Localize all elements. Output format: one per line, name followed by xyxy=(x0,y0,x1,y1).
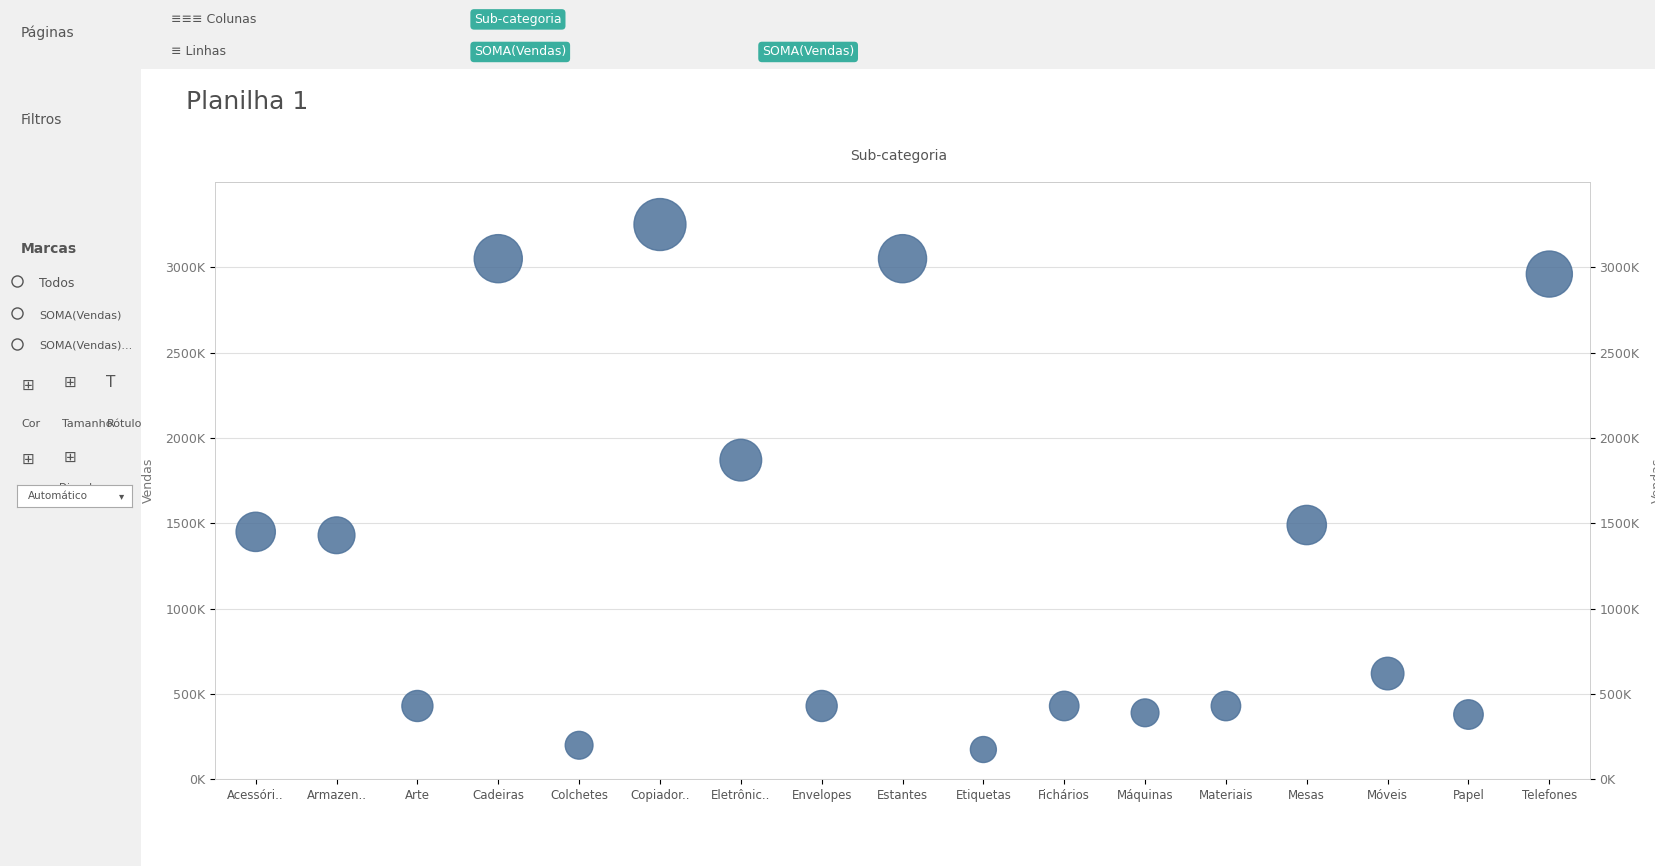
Point xyxy=(566,739,592,753)
Text: Sub-categoria: Sub-categoria xyxy=(849,149,947,163)
Text: ⊞: ⊞ xyxy=(63,449,76,465)
Text: ▾: ▾ xyxy=(119,491,124,501)
Text: SOMA(Vendas): SOMA(Vendas) xyxy=(473,45,566,59)
Text: SOMA(Vendas)...: SOMA(Vendas)... xyxy=(40,340,132,351)
Text: Dica de
ferram.: Dica de ferram. xyxy=(60,483,98,504)
Point xyxy=(1374,667,1400,681)
Text: Todos: Todos xyxy=(40,276,74,290)
Text: Sub-categoria: Sub-categoria xyxy=(473,13,561,26)
Text: Planilha 1: Planilha 1 xyxy=(185,90,308,113)
Point xyxy=(242,525,268,539)
Text: SOMA(Vendas): SOMA(Vendas) xyxy=(761,45,854,59)
Y-axis label: Vendas: Vendas xyxy=(1650,458,1655,503)
Point xyxy=(808,699,834,713)
Y-axis label: Vendas: Vendas xyxy=(141,458,154,503)
Point xyxy=(1130,706,1157,720)
Text: ≡≡≡ Colunas: ≡≡≡ Colunas xyxy=(170,13,257,26)
Point xyxy=(970,742,996,757)
Point xyxy=(1293,518,1319,532)
Point xyxy=(727,453,753,467)
Text: ≡ Linhas: ≡ Linhas xyxy=(170,45,227,59)
Text: SOMA(Vendas): SOMA(Vendas) xyxy=(40,310,122,320)
Point xyxy=(1455,708,1481,721)
Point xyxy=(889,252,915,266)
Text: T: T xyxy=(106,375,114,391)
Point xyxy=(1211,699,1238,713)
Text: Cor: Cor xyxy=(22,419,40,430)
Point xyxy=(1051,699,1077,713)
Text: Marcas: Marcas xyxy=(22,242,78,256)
Text: Automático: Automático xyxy=(28,491,88,501)
Text: Detalhe: Detalhe xyxy=(22,488,65,499)
Point xyxy=(323,528,349,542)
Text: Filtros: Filtros xyxy=(22,113,63,126)
Text: ⊞: ⊞ xyxy=(63,375,76,391)
Point xyxy=(485,252,511,266)
Text: ⊞: ⊞ xyxy=(22,451,33,467)
Point xyxy=(647,217,674,231)
Point xyxy=(1536,267,1562,281)
Text: Rótulo: Rótulo xyxy=(108,419,142,430)
Text: ⊞: ⊞ xyxy=(22,378,33,393)
Text: Páginas: Páginas xyxy=(22,26,74,41)
Text: Tamanho: Tamanho xyxy=(61,419,113,430)
Point xyxy=(404,699,430,713)
